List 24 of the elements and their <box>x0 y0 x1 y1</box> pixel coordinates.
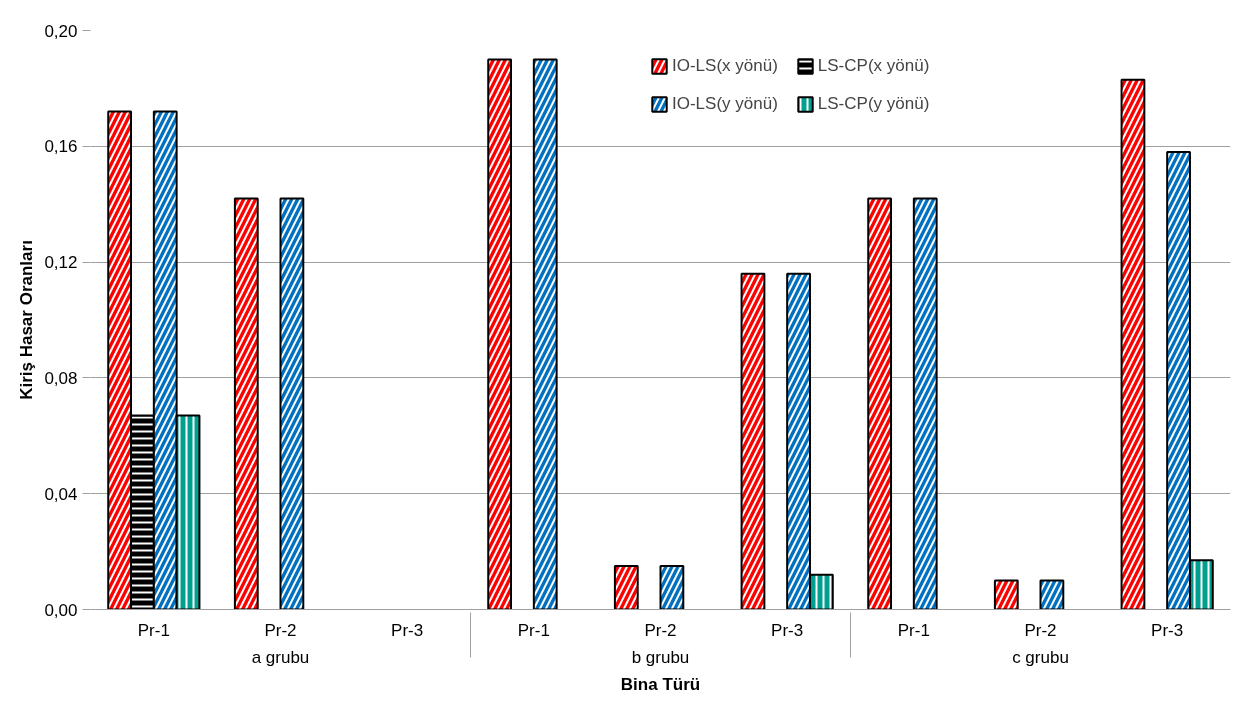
text: b grubu <box>631 647 690 667</box>
x-tick-label: Pr-2 <box>644 620 677 640</box>
x-tick-label: Pr-2 <box>264 620 297 640</box>
x-tick-label: Pr-2 <box>1024 620 1057 640</box>
x-tick-label: Pr-3 <box>391 620 424 640</box>
legend-label: IO-LS(x yönü) <box>672 56 778 76</box>
x-axis-title: Bina Türü <box>620 674 701 694</box>
x-tick-label: Pr-1 <box>897 620 930 640</box>
x-tick-label: Pr-1 <box>517 620 550 640</box>
y-tick-label: 0,20 <box>44 21 78 41</box>
text: a grubu <box>251 647 310 667</box>
x-tick-label: Pr-1 <box>137 620 170 640</box>
legend-label: IO-LS(y yönü) <box>672 94 778 114</box>
y-tick-label: 0,12 <box>44 253 78 273</box>
text: c grubu <box>1012 647 1069 667</box>
y-tick-label: 0,16 <box>44 137 78 157</box>
x-tick-label: Pr-3 <box>771 620 804 640</box>
legend-label: LS-CP(y yönü) <box>817 94 930 114</box>
y-tick-label: 0,08 <box>44 368 78 388</box>
y-tick-label: 0,00 <box>44 600 78 620</box>
y-tick-label: 0,04 <box>44 484 78 504</box>
legend-label: LS-CP(x yönü) <box>817 56 930 76</box>
x-tick-label: Pr-3 <box>1151 620 1184 640</box>
y-axis-title: Kiriş Hasar Oranları <box>17 240 37 400</box>
